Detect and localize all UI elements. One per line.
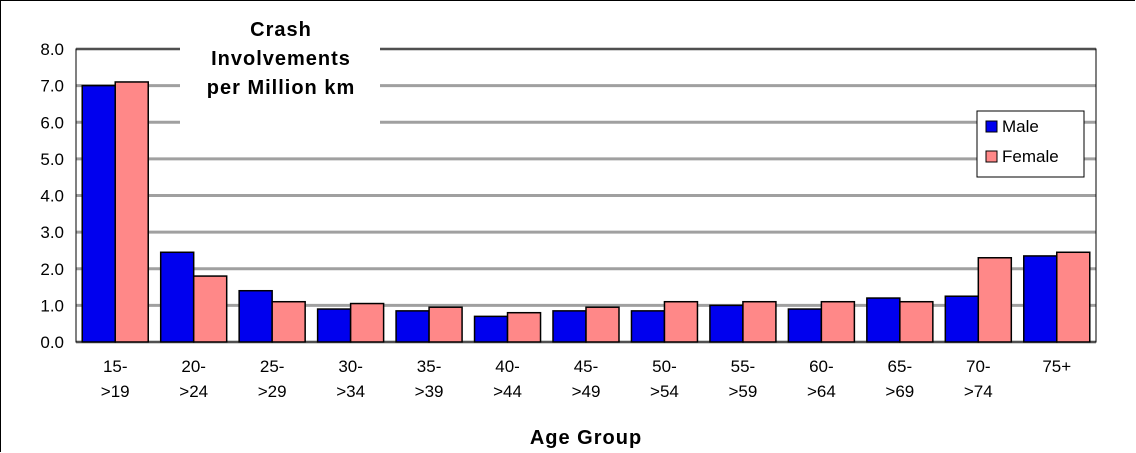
bar-male-7 xyxy=(630,310,666,343)
x-tick-label: 45->49 xyxy=(572,357,601,401)
bar-female-12 xyxy=(1056,251,1091,343)
bar-female-11 xyxy=(977,257,1013,343)
bar-female-10 xyxy=(899,300,934,343)
bar-male-4 xyxy=(395,310,430,343)
y-axis-label-box: Crash Involvements per Million km xyxy=(180,12,380,128)
y-tick-label: 7.0 xyxy=(40,77,64,96)
y-axis-label-background xyxy=(180,12,380,128)
y-tick-label: 4.0 xyxy=(40,187,64,206)
bar-male-9 xyxy=(787,308,823,343)
bar-male-8 xyxy=(709,304,744,343)
legend-label-male: Male xyxy=(1002,117,1039,136)
x-tick-label: 40->44 xyxy=(493,357,522,401)
x-tick-label: 75+ xyxy=(1042,357,1071,376)
legend-swatch-male xyxy=(985,120,998,133)
bar-female-2 xyxy=(271,300,306,343)
legend-swatch-female xyxy=(985,150,998,163)
x-tick-label: 15->19 xyxy=(101,357,130,401)
bar-male-5 xyxy=(473,315,509,343)
x-tick-label: 50->54 xyxy=(650,357,679,401)
bar-male-6 xyxy=(552,310,587,343)
bar-female-1 xyxy=(192,275,228,343)
bar-female-3 xyxy=(349,302,385,343)
x-tick-label: 25->29 xyxy=(258,357,287,401)
bar-male-3 xyxy=(316,308,352,343)
x-tick-label: 20->24 xyxy=(179,357,208,401)
x-tick-label: 65->69 xyxy=(885,357,914,401)
y-axis-label-line: per Million km xyxy=(207,77,355,99)
bar-male-10 xyxy=(866,297,901,343)
bar-female-9 xyxy=(820,300,856,343)
x-tick-label: 55->59 xyxy=(729,357,758,401)
bar-male-0 xyxy=(81,84,116,343)
legend: Male Female xyxy=(976,110,1085,178)
bar-male-12 xyxy=(1023,255,1058,343)
bar-female-8 xyxy=(742,300,777,343)
y-tick-label: 6.0 xyxy=(40,113,64,132)
x-axis-label: Age Group xyxy=(530,427,642,449)
x-tick-label: 70->74 xyxy=(964,357,993,401)
bar-male-11 xyxy=(944,295,980,343)
y-axis-label-line: Involvements xyxy=(211,48,351,70)
legend-label-female: Female xyxy=(1002,147,1059,166)
y-tick-label: 1.0 xyxy=(40,296,64,315)
bar-female-5 xyxy=(506,311,542,343)
bar-female-0 xyxy=(114,81,149,343)
y-tick-label: 0.0 xyxy=(40,333,64,352)
x-tick-label: 35->39 xyxy=(415,357,444,401)
bars xyxy=(81,81,1091,343)
x-tick-label: 30->34 xyxy=(336,357,365,401)
y-tick-label: 2.0 xyxy=(40,260,64,279)
y-tick-label: 8.0 xyxy=(40,40,64,59)
bar-female-7 xyxy=(663,300,699,343)
y-tick-labels: 0.0 1.0 2.0 3.0 4.0 5.0 6.0 7.0 8.0 xyxy=(40,40,64,352)
bar-female-6 xyxy=(585,306,620,343)
x-tick-label: 60->64 xyxy=(807,357,836,401)
x-tick-labels: 15->19 20->24 25->29 30->34 35->39 40->44 45->… xyxy=(101,357,1071,401)
y-tick-label: 3.0 xyxy=(40,223,64,242)
y-tick-label: 5.0 xyxy=(40,150,64,169)
bar-male-2 xyxy=(238,289,273,343)
y-axis-label-line: Crash xyxy=(250,19,312,41)
bar-male-1 xyxy=(159,251,195,343)
bar-female-4 xyxy=(428,306,463,343)
